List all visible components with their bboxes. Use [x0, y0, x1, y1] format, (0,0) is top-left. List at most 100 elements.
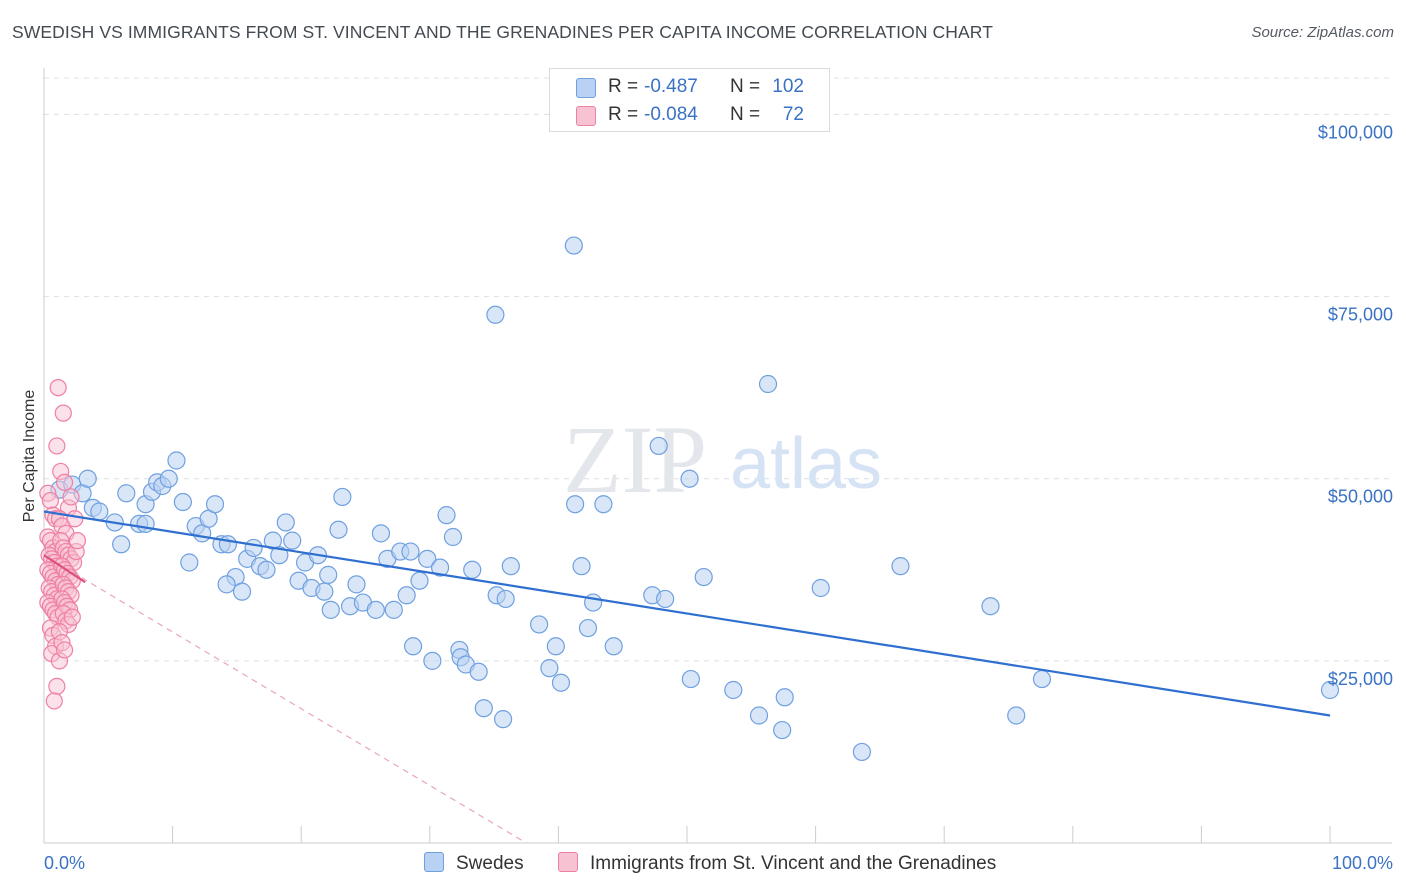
swedes-point	[180, 553, 199, 572]
immigrants-trend-line	[43, 554, 86, 584]
immigrants-legend-label: Immigrants from St. Vincent and the Gren…	[590, 853, 997, 874]
immigrants-legend-swatch	[558, 852, 578, 872]
x-tick-label-min: 0.0%	[44, 853, 85, 873]
r-value: -0.487	[644, 76, 698, 97]
swedes-point	[410, 571, 429, 590]
y-axis-label: Per Capita Income	[21, 390, 38, 523]
swedes-legend-label: Swedes	[456, 853, 524, 874]
legend-item-swedes: Swedes	[424, 852, 524, 875]
swedes-point	[656, 589, 675, 609]
y-tick-labels: $25,000 $50,000 $75,000 $100,000	[1318, 122, 1393, 688]
swedes-point	[244, 538, 263, 558]
swedes-point	[694, 567, 713, 587]
swedes-point	[981, 597, 1000, 616]
immigrants-point	[63, 608, 81, 626]
legend-row-immigrants: R = -0.084 N = 72	[550, 101, 829, 129]
x-tick-label-max: 100.0%	[1332, 853, 1393, 873]
swedes-point	[217, 575, 236, 594]
swedes-point	[749, 706, 769, 725]
swedes-point	[423, 651, 442, 670]
swedes-point	[443, 527, 463, 547]
immigrants-point	[49, 379, 67, 397]
n-label: N =	[730, 104, 761, 125]
swedes-point	[401, 542, 420, 561]
swedes-point	[724, 680, 743, 700]
swedes-point	[321, 600, 340, 619]
swedes-point	[1320, 680, 1340, 700]
immigrants-point	[48, 437, 66, 455]
data-points	[39, 236, 1340, 762]
y-tick-label: $50,000	[1328, 487, 1393, 507]
swedes-point	[78, 469, 97, 488]
immigrants-swatch	[576, 106, 596, 126]
swedes-point	[758, 374, 778, 394]
swedes-point	[205, 495, 225, 514]
swedes-point	[604, 637, 623, 656]
immigrants-point	[66, 510, 84, 528]
n-label: N =	[730, 76, 761, 97]
r-value: -0.084	[644, 104, 698, 125]
swedes-point	[564, 236, 583, 255]
swedes-point	[173, 492, 192, 512]
immigrants-point	[48, 677, 66, 695]
immigrants-point	[54, 404, 72, 422]
swedes-point	[775, 688, 794, 707]
watermark-atlas: atlas	[730, 424, 882, 504]
source-label: Source: ZipAtlas.com	[1251, 24, 1394, 41]
x-tick-labels: 0.0% 100.0%	[44, 853, 1393, 873]
swedes-point	[430, 558, 450, 577]
axes	[43, 68, 1392, 844]
swedes-point	[167, 451, 186, 470]
swedes-point	[270, 546, 289, 565]
swedes-point	[1007, 706, 1026, 725]
swedes-trend-line	[43, 510, 1331, 717]
swedes-point	[649, 436, 668, 456]
swedes-point	[551, 673, 571, 692]
swedes-point	[315, 582, 334, 601]
swedes-point	[366, 600, 385, 619]
swedes-point	[112, 535, 131, 554]
swedes-point	[403, 637, 423, 656]
immigrants-point	[55, 473, 74, 491]
swedes-point	[371, 524, 391, 543]
swedes-point	[1032, 669, 1052, 689]
swedes-point	[136, 514, 155, 533]
swedes-point	[486, 305, 505, 324]
stats-legend: R = -0.487 N = 102 R = -0.084 N = 72	[549, 68, 830, 132]
swedes-point	[811, 578, 830, 598]
n-value: 72	[782, 104, 804, 125]
immigrants-point	[41, 491, 60, 510]
swedes-point	[333, 487, 352, 507]
swedes-point	[540, 659, 559, 678]
swedes-legend-swatch	[424, 852, 444, 872]
swedes-point	[218, 535, 237, 554]
immigrants-trend-extension	[43, 554, 527, 844]
swedes-point	[159, 469, 178, 488]
swedes-point	[852, 742, 871, 762]
swedes-point	[773, 720, 792, 740]
swedes-point	[578, 618, 598, 638]
y-tick-label: $100,000	[1318, 122, 1393, 142]
swedes-point	[566, 495, 585, 514]
swedes-point	[681, 669, 700, 689]
swedes-point	[329, 520, 348, 539]
swedes-point	[347, 575, 366, 594]
swedes-point	[319, 565, 338, 584]
swedes-point	[530, 615, 549, 634]
swedes-point	[117, 484, 136, 503]
swedes-point	[469, 662, 488, 681]
immigrants-point	[68, 532, 87, 550]
swedes-point	[680, 469, 699, 488]
swedes-point	[397, 586, 416, 605]
swedes-point	[90, 502, 109, 521]
swedes-point	[572, 557, 591, 576]
y-tick-label: $75,000	[1328, 305, 1393, 325]
swedes-point	[384, 600, 403, 619]
swedes-point	[474, 699, 493, 718]
swedes-point	[594, 495, 613, 514]
swedes-point	[496, 589, 515, 609]
swedes-point	[463, 560, 482, 579]
swedes-point	[891, 557, 910, 576]
watermark-zip: ZIP	[563, 406, 707, 513]
